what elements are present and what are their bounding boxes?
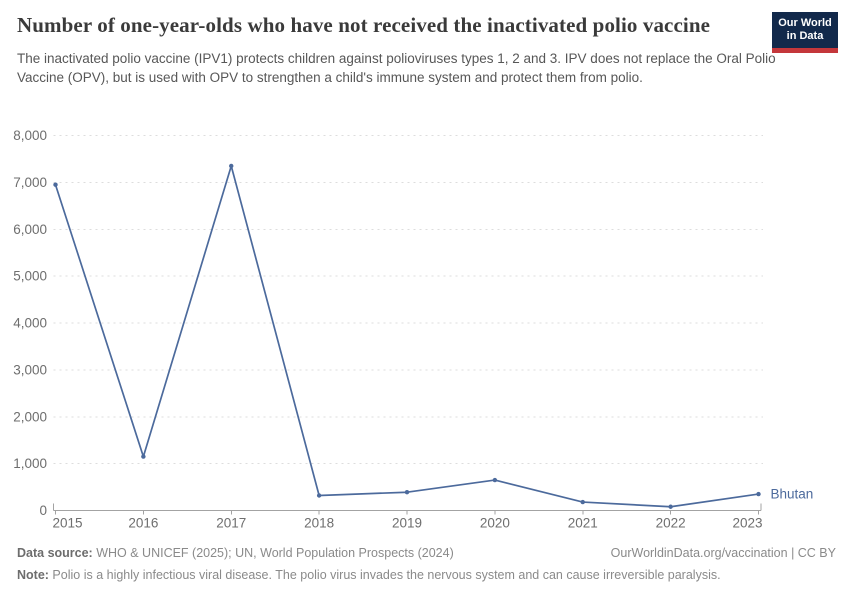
note-line: Note: Polio is a highly infectious viral… xyxy=(17,567,721,584)
chart-footer: Data source: WHO & UNICEF (2025); UN, Wo… xyxy=(17,545,836,584)
data-point xyxy=(404,490,410,495)
data-point xyxy=(141,454,146,459)
y-tick-label: 1,000 xyxy=(13,456,47,471)
y-tick-label: 3,000 xyxy=(13,362,47,377)
x-tick-label: 2021 xyxy=(568,516,598,531)
data-point xyxy=(668,504,673,509)
note-label: Note: xyxy=(17,567,49,582)
y-tick-label: 5,000 xyxy=(13,269,47,284)
y-tick-label: 8,000 xyxy=(13,128,47,143)
owid-logo-line2: in Data xyxy=(786,30,824,42)
data-source-label: Data source: xyxy=(17,546,93,560)
data-point xyxy=(316,493,322,498)
y-tick-label: 0 xyxy=(39,503,47,518)
series-end-label: Bhutan xyxy=(771,487,814,502)
x-tick-label: 2017 xyxy=(216,516,246,531)
data-point xyxy=(229,163,234,169)
x-tick-label: 2015 xyxy=(53,516,83,531)
chart-subtitle: The inactivated polio vaccine (IPV1) pro… xyxy=(17,50,776,86)
credit-link[interactable]: OurWorldinData.org/vaccination | CC BY xyxy=(610,546,836,560)
y-tick-label: 6,000 xyxy=(13,222,47,237)
data-source-text: WHO & UNICEF (2025); UN, World Populatio… xyxy=(92,546,454,560)
x-tick-label: 2020 xyxy=(480,516,510,531)
x-tick-label: 2023 xyxy=(732,516,762,531)
chart-title: Number of one-year-olds who have not rec… xyxy=(17,13,711,37)
owid-logo[interactable]: Our World in Data xyxy=(772,12,838,53)
x-tick-label: 2018 xyxy=(304,516,334,531)
y-tick-label: 4,000 xyxy=(13,316,47,331)
data-point xyxy=(580,499,585,505)
x-tick-label: 2022 xyxy=(656,516,686,531)
y-tick-label: 2,000 xyxy=(13,409,47,424)
y-tick-label: 7,000 xyxy=(13,175,47,190)
note-text: Polio is a highly infectious viral disea… xyxy=(48,567,721,582)
data-source-line: Data source: WHO & UNICEF (2025); UN, Wo… xyxy=(17,545,454,562)
x-tick-label: 2016 xyxy=(128,516,158,531)
data-point xyxy=(756,491,761,497)
series-line xyxy=(54,165,760,508)
data-point xyxy=(53,182,58,187)
chart-header: Number of one-year-olds who have not rec… xyxy=(17,12,776,88)
data-point xyxy=(492,477,498,483)
owid-logo-line1: Our World xyxy=(778,17,832,30)
x-tick-label: 2019 xyxy=(392,516,422,531)
